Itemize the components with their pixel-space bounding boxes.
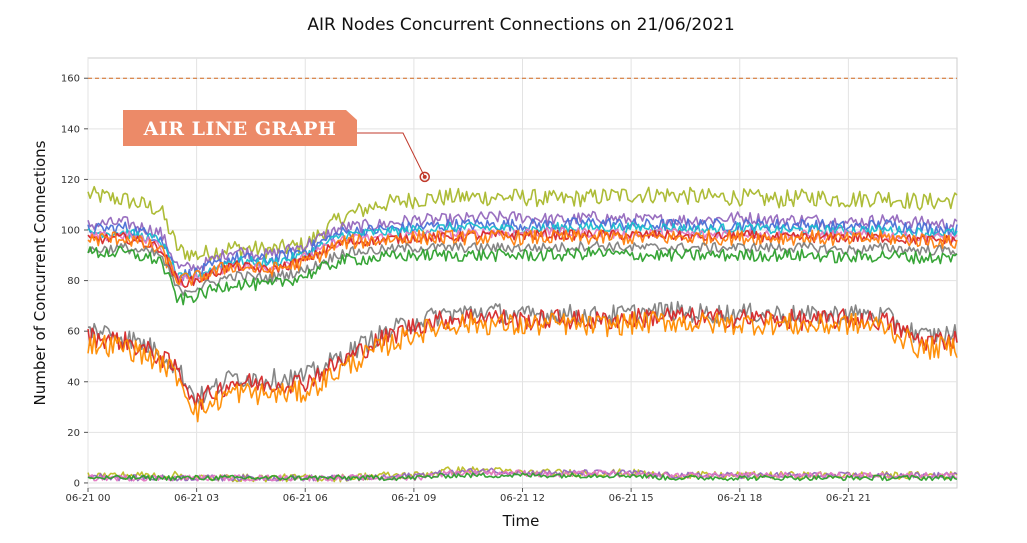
y-tick-label: 120 (61, 175, 80, 186)
x-tick-label: 06-21 15 (609, 493, 654, 504)
series-line (87, 307, 958, 410)
x-tick-label: 06-21 12 (500, 493, 545, 504)
annotation-callout: AIR LINE GRAPH (123, 110, 430, 183)
annotation-label-box (123, 110, 357, 146)
x-tick-label: 06-21 00 (66, 493, 111, 504)
annotation-point-center (422, 174, 427, 179)
y-tick-label: 160 (61, 74, 80, 85)
series-line (87, 240, 958, 296)
series-line (87, 229, 958, 286)
x-tick-label: 06-21 09 (391, 493, 436, 504)
y-tick-label: 140 (61, 124, 80, 135)
series-line (87, 300, 958, 407)
x-tick-label: 06-21 06 (283, 493, 328, 504)
series-line (87, 185, 958, 262)
x-axis-title: Time (502, 512, 540, 530)
annotation-leader-line (357, 132, 426, 178)
x-tick-label: 06-21 21 (826, 493, 871, 504)
y-tick-label: 80 (67, 276, 80, 287)
y-tick-label: 40 (67, 377, 80, 388)
y-tick-label: 100 (61, 226, 80, 237)
series-line (87, 210, 958, 274)
chart-title: AIR Nodes Concurrent Connections on 21/0… (307, 15, 734, 35)
y-axis-ticks: 0 20 40 60 80 100 120 140 160 (61, 74, 88, 489)
annotation-label: AIR LINE GRAPH (143, 118, 337, 140)
annotation-point (419, 171, 430, 183)
series-line (87, 246, 958, 306)
y-tick-label: 60 (67, 327, 80, 338)
x-axis-ticks: 06-21 00 06-21 03 06-21 06 06-21 09 06-21 12… (66, 488, 871, 504)
series-line (87, 472, 958, 482)
y-tick-label: 20 (67, 428, 80, 439)
series-line (87, 310, 958, 423)
y-axis-title: Number of Concurrent Connections (31, 140, 49, 405)
y-tick-label: 0 (74, 478, 80, 489)
x-tick-label: 06-21 03 (174, 493, 219, 504)
x-tick-label: 06-21 18 (717, 493, 762, 504)
series-group (87, 185, 958, 483)
series-line (87, 229, 958, 289)
